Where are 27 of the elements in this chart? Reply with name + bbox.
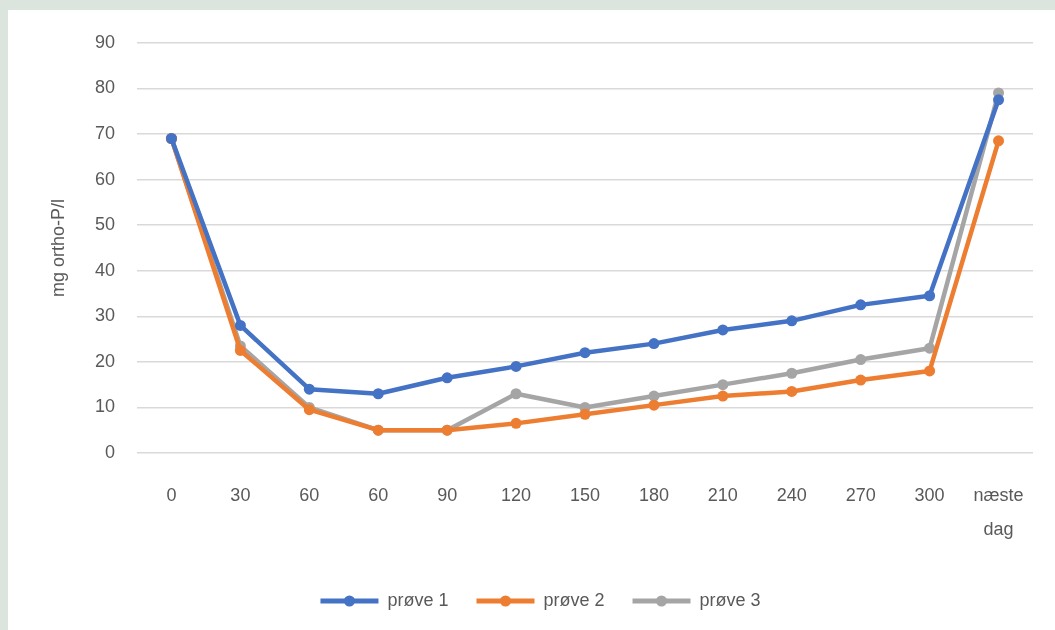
y-tick-label: 0 — [104, 441, 115, 462]
legend-label: prøve 2 — [543, 589, 605, 610]
x-tick-label: 120 — [501, 485, 532, 506]
legend-label: prøve 3 — [699, 589, 761, 610]
x-tick-label: 90 — [437, 485, 458, 506]
x-tick-label: 60 — [299, 485, 320, 506]
x-tick-label: 0 — [166, 485, 177, 506]
x-tick-label: 30 — [230, 485, 251, 506]
y-axis-title: mg ortho-P/l — [47, 198, 68, 297]
y-tick-label: 50 — [94, 214, 115, 235]
x-tick-label: 270 — [845, 485, 876, 506]
x-tick-label: 60 — [368, 485, 389, 506]
y-tick-label: 60 — [94, 168, 115, 189]
legend-label: prøve 1 — [387, 589, 449, 610]
x-tick-label: næste dag — [973, 485, 1024, 540]
x-tick-label: 240 — [776, 485, 807, 506]
y-tick-label: 20 — [94, 350, 115, 371]
x-tick-label: 150 — [569, 485, 601, 506]
y-tick-label: 10 — [94, 396, 115, 417]
y-tick-label: 70 — [94, 122, 115, 143]
x-tick-label: 180 — [638, 485, 669, 506]
y-tick-label: 90 — [94, 31, 115, 52]
y-tick-label: 30 — [94, 305, 115, 326]
y-tick-label: 80 — [94, 77, 115, 98]
x-tick-label: 210 — [707, 485, 738, 506]
y-tick-label: 40 — [94, 259, 115, 280]
x-tick-label: 300 — [914, 485, 945, 506]
